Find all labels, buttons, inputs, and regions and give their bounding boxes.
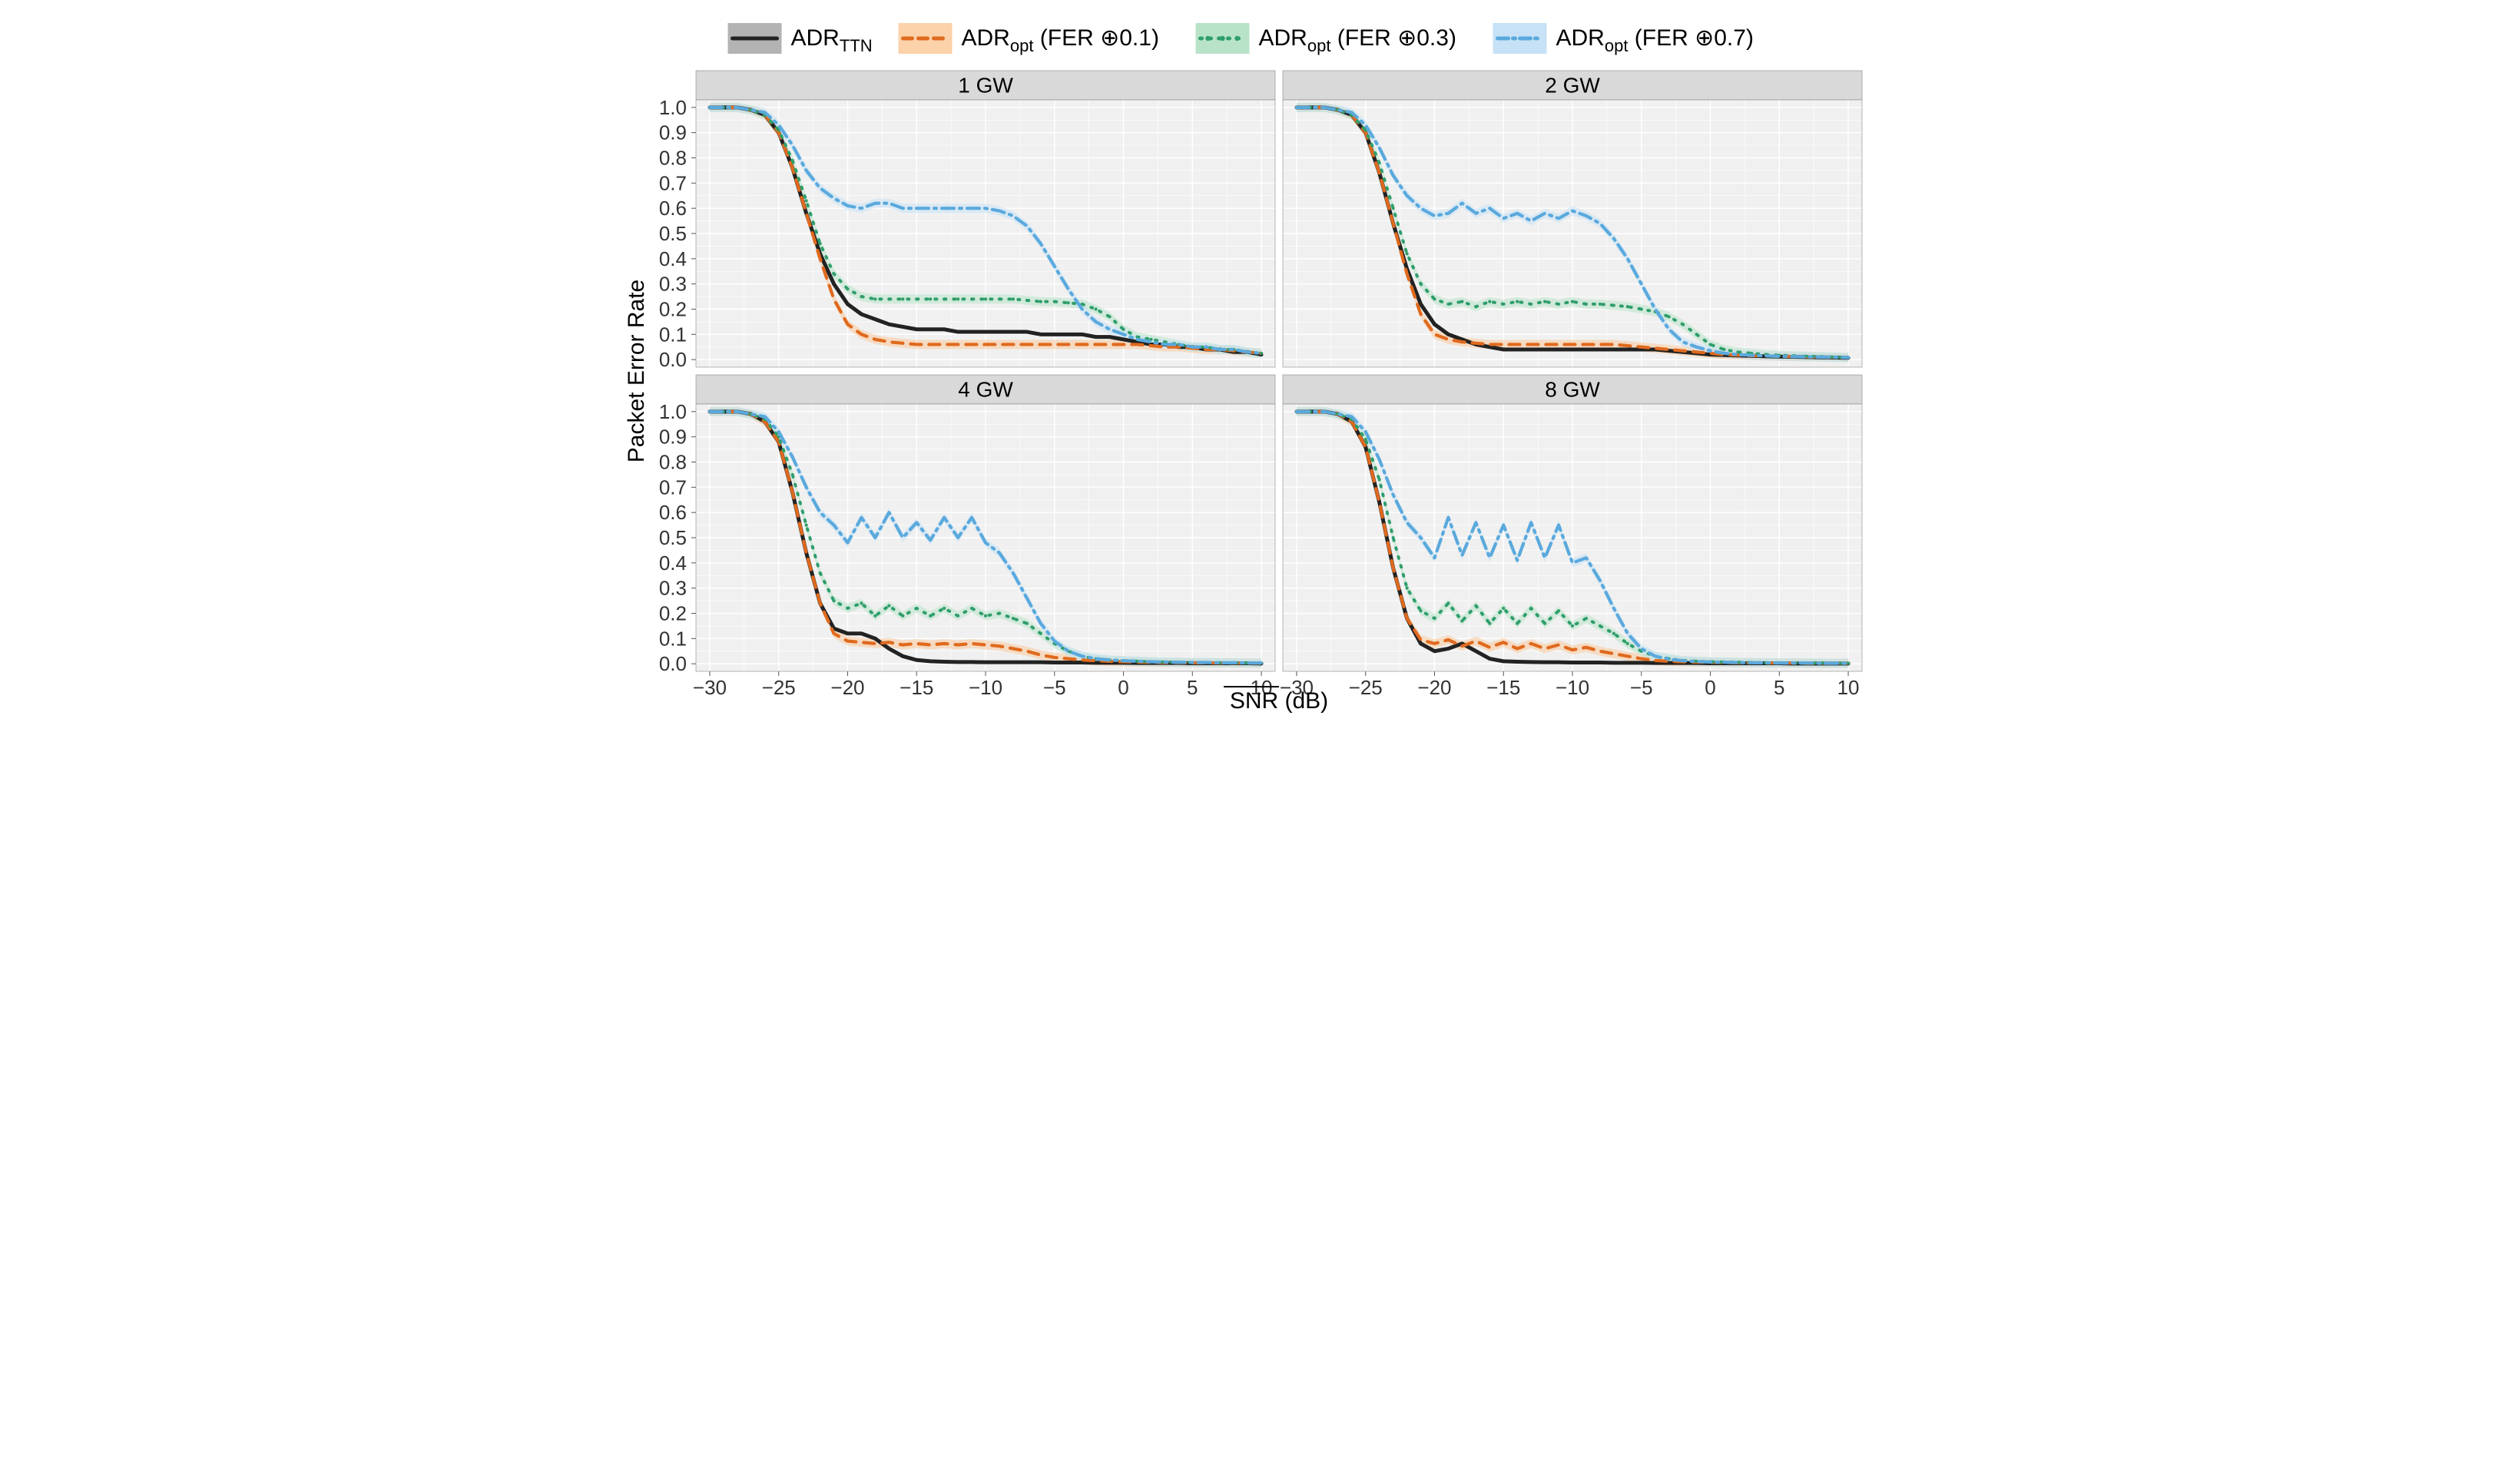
xtick-label: −20 (830, 676, 864, 699)
xtick-label: 0 (1118, 676, 1128, 699)
ytick-label: 0.5 (659, 222, 687, 245)
ytick-label: 0.9 (659, 121, 687, 144)
panel-1gw: 1 GW 0.00.1 0.20.3 0.40.50.6 0.70.8 0.91.0 (659, 71, 1275, 371)
ytick-label: 0.4 (659, 247, 687, 270)
ytick-label: 0.1 (659, 627, 687, 650)
xtick-label: −10 (1556, 676, 1589, 699)
ytick-label: 0.8 (659, 451, 687, 474)
ytick-label: 0.3 (659, 273, 687, 296)
panel-title: 8 GW (1545, 377, 1600, 401)
xtick-label: −20 (1417, 676, 1451, 699)
ytick-label: 0.9 (659, 426, 687, 449)
ytick-label: 0.2 (659, 297, 687, 320)
ytick-label: 0.6 (659, 197, 687, 220)
figure-container: 1 GW0.00.10.20.30.40.50.60.70.80.91.02 G… (624, 0, 1871, 742)
ytick-label: 0.0 (659, 652, 687, 675)
xtick-label: 5 (1774, 676, 1784, 699)
svg-text:SNR (dB): SNR (dB) (1230, 688, 1328, 714)
ytick-label: 0.4 (659, 552, 687, 575)
ytick-label: 0.6 (659, 501, 687, 524)
xtick-label: −25 (762, 676, 796, 699)
ytick-label: 0.7 (659, 475, 687, 499)
ytick-label: 0.7 (659, 171, 687, 194)
ytick-label: 0.1 (659, 323, 687, 346)
panel-2gw: 2 GW (1283, 71, 1862, 367)
panel-4gw: 4 GW−30−25−20−15−10−505100.00.10.20.30.4… (659, 375, 1275, 699)
xtick-label: −25 (1349, 676, 1383, 699)
figure-svg: 1 GW0.00.10.20.30.40.50.60.70.80.91.02 G… (624, 0, 1871, 742)
ytick-label: 0.0 (659, 348, 687, 371)
ytick-label: 1.0 (659, 400, 687, 423)
panel-title: 4 GW (958, 377, 1013, 401)
panel-title: 2 GW (1545, 73, 1600, 97)
xtick-label: −15 (1486, 676, 1520, 699)
ytick-label: 1.0 (659, 96, 687, 119)
xtick-label: 0 (1705, 676, 1715, 699)
xtick-label: 10 (1837, 676, 1860, 699)
ylabel: Packet Error Rate (624, 280, 649, 462)
panel-title: 1 GW (958, 73, 1013, 97)
ytick-label: 0.3 (659, 577, 687, 600)
ytick-label: 0.5 (659, 526, 687, 549)
xtick-label: −5 (1043, 676, 1066, 699)
xlabel: SNR (dB) (1224, 687, 1328, 714)
ytick-label: 0.2 (659, 601, 687, 624)
xtick-label: −30 (693, 676, 727, 699)
panel-8gw: 8 GW−30−25−20−15−10−50510 (1280, 375, 1862, 699)
svg-text:Packet Error Rate: Packet Error Rate (624, 280, 649, 462)
xtick-label: 5 (1187, 676, 1198, 699)
ytick-label: 0.8 (659, 147, 687, 170)
xtick-label: −10 (969, 676, 1002, 699)
xtick-label: −15 (900, 676, 933, 699)
xtick-label: −5 (1630, 676, 1653, 699)
